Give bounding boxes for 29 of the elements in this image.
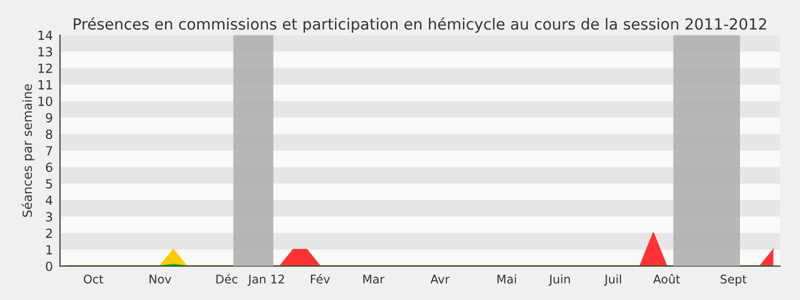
y-tick-label: 10	[38, 96, 52, 106]
x-tick-label: Mai	[497, 274, 516, 284]
x-tick-label: Déc	[216, 274, 238, 284]
x-tick-label: Juin	[548, 274, 570, 286]
x-tick-label: Sept	[720, 274, 746, 286]
x-tick-label: Jan 12	[248, 274, 284, 286]
y-tick-label: 7	[46, 146, 52, 156]
y-tick-label: 2	[46, 228, 52, 238]
y-tick-label: 4	[46, 196, 52, 205]
y-tick-label: 0	[46, 262, 52, 272]
y-tick-label: 9	[46, 113, 52, 123]
y-tick-label: 1	[46, 245, 52, 254]
y-tick-label: 13	[38, 47, 52, 57]
y-tick-label: 8	[46, 130, 52, 140]
y-tick-label: 12	[38, 64, 52, 73]
x-tick-label: Août	[653, 274, 680, 284]
y-tick-label: 3	[46, 212, 52, 222]
y-tick-label: 11	[38, 80, 52, 90]
chart-title: Présences en commissions et participation en hémicycle au cours de la session 2011-2012	[74, 17, 766, 33]
x-tick-label: Oct	[84, 274, 104, 284]
y-tick-label: 5	[46, 179, 52, 189]
x-tick-label: Mar	[363, 274, 384, 284]
y-tick-label: 6	[46, 162, 52, 172]
x-tick-label: Nov	[150, 274, 172, 284]
y-axis-title: Séances par semaine	[22, 84, 34, 217]
y-tick-label: 14	[38, 30, 52, 40]
x-tick-label: Fév	[310, 274, 330, 284]
x-tick-label: Avr	[430, 274, 450, 284]
x-tick-label: Juil	[604, 274, 621, 286]
